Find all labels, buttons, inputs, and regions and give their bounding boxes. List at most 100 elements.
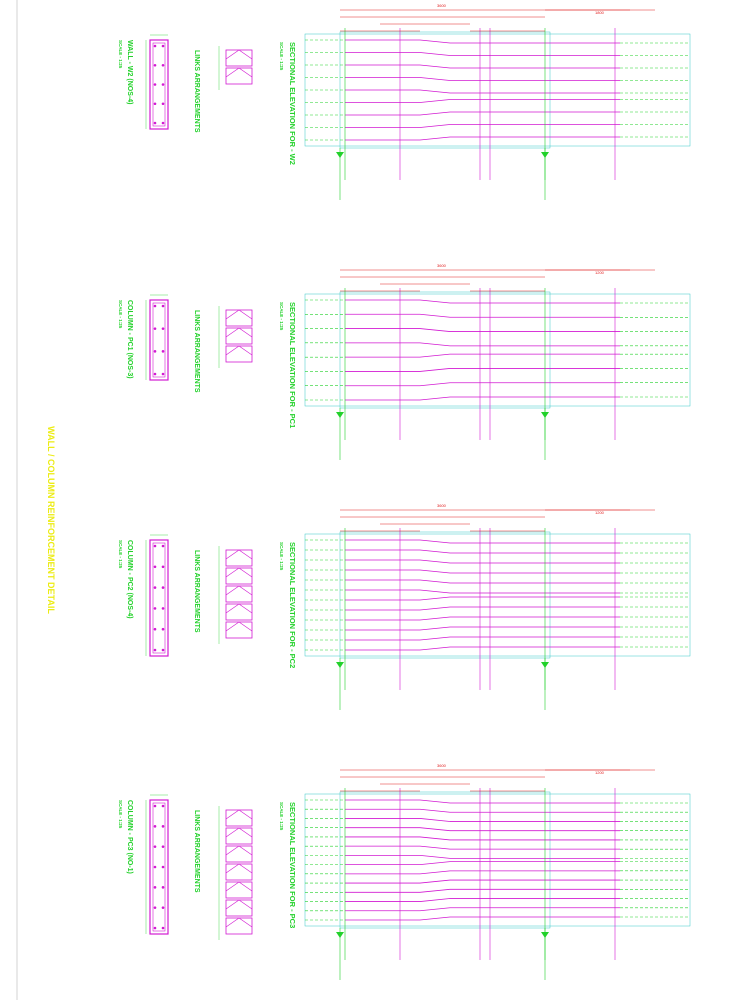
- main-title: WALL / COLUMN REINFORCEMENT DETAIL: [46, 426, 56, 614]
- level-marker-icon: [541, 662, 549, 668]
- rebar-dot: [153, 121, 157, 125]
- section-link: [152, 542, 166, 654]
- main-bar: [345, 299, 620, 304]
- main-bar: [345, 799, 620, 804]
- dimension-value: 3600: [437, 263, 447, 268]
- rebar-dot: [161, 607, 165, 610]
- dimension-value: 1200: [595, 270, 605, 275]
- section-scale: SCALE - 1:25: [118, 40, 123, 69]
- section-link: [152, 42, 166, 127]
- main-bar: [345, 64, 620, 69]
- rebar-dot: [161, 304, 165, 308]
- elevation-scale: SCALE - 1:25: [279, 42, 284, 71]
- rebar-dot: [153, 304, 157, 308]
- main-bar: [345, 916, 620, 921]
- link-box: [225, 603, 253, 621]
- panel-3: 3600 1200 SECTIONAL ELEVATION FOR - PC2 SCA…: [118, 503, 691, 710]
- rebar-dot: [161, 565, 165, 569]
- panels-group: 3600 1800 SECTIONAL ELEVATION FOR - W2 SCAL…: [118, 3, 691, 980]
- link-tie: [225, 809, 253, 820]
- link-box: [225, 899, 253, 917]
- main-bar: [345, 77, 620, 81]
- section-scale: SCALE - 1:25: [118, 540, 123, 569]
- main-bar: [345, 626, 620, 631]
- link-box: [225, 845, 253, 863]
- rebar-dot: [161, 121, 165, 125]
- rebar-dot: [161, 102, 165, 106]
- main-bar: [345, 808, 620, 813]
- link-tie: [225, 917, 253, 928]
- dimension-value: 3600: [437, 503, 447, 508]
- link-tie: [225, 67, 253, 78]
- link-tie: [225, 603, 253, 614]
- section-scale: SCALE - 1:25: [118, 800, 123, 829]
- main-bar: [345, 596, 620, 601]
- rebar-dot: [161, 372, 165, 376]
- dimension-value: 1800: [595, 10, 605, 15]
- main-bar: [345, 636, 620, 641]
- rebar-dot: [153, 63, 157, 67]
- rebar-dot: [153, 327, 157, 330]
- main-bar: [345, 353, 620, 358]
- section-title: COLUMN - PC1 (NOS-3): [126, 300, 133, 379]
- rebar-dot: [153, 565, 157, 569]
- link-box: [225, 567, 253, 585]
- rebar-dot: [153, 886, 157, 889]
- dimension-value: 3600: [437, 3, 447, 8]
- main-bar: [345, 845, 620, 850]
- main-bar: [345, 549, 620, 554]
- dimension-value: 1200: [595, 770, 605, 775]
- link-box: [225, 585, 253, 603]
- main-bar: [345, 368, 620, 372]
- section-title: COLUMN - PC3 (NO-1): [126, 800, 133, 874]
- elevation-title: SECTIONAL ELEVATION FOR - W2: [288, 42, 297, 165]
- elevation-inner-outline: [339, 291, 551, 409]
- main-bar: [345, 99, 620, 103]
- main-bar: [345, 616, 620, 621]
- link-box: [225, 827, 253, 845]
- rebar-dot: [153, 926, 157, 930]
- elevation-inner-outline: [339, 791, 551, 929]
- link-box: [225, 881, 253, 899]
- elevation-outline: [304, 293, 691, 407]
- section-scale: SCALE - 1:25: [118, 300, 123, 329]
- rebar-dot: [161, 350, 165, 353]
- section-link: [152, 302, 166, 378]
- link-box: [225, 309, 253, 327]
- rebar-dot: [153, 350, 157, 353]
- elevation-scale: SCALE - 1:25: [279, 302, 284, 331]
- rebar-dot: [153, 825, 157, 828]
- rebar-dot: [161, 804, 165, 808]
- elevation-title: SECTIONAL ELEVATION FOR - PC3: [288, 802, 297, 928]
- dimension-value: 3600: [437, 763, 447, 768]
- link-tie: [225, 567, 253, 578]
- rebar-dot: [153, 865, 157, 869]
- link-tie: [225, 827, 253, 838]
- main-bar: [345, 52, 620, 56]
- panel-1: 3600 1800 SECTIONAL ELEVATION FOR - W2 SCAL…: [118, 3, 691, 200]
- rebar-dot: [161, 627, 165, 631]
- main-bar: [345, 646, 620, 651]
- elevation-scale: SCALE - 1:25: [279, 802, 284, 831]
- links-title: LINKS ARRANGEMENTS: [193, 550, 200, 633]
- rebar-dot: [153, 586, 157, 589]
- level-marker-icon: [336, 662, 344, 668]
- rebar-dot: [161, 327, 165, 330]
- elevation-title: SECTIONAL ELEVATION FOR - PC2: [288, 542, 297, 668]
- main-bar: [345, 898, 620, 902]
- rebar-dot: [153, 44, 157, 48]
- section-outline: [149, 539, 169, 657]
- level-marker-icon: [336, 152, 344, 158]
- main-bar: [345, 854, 620, 859]
- rebar-dot: [153, 648, 157, 652]
- level-marker-icon: [336, 412, 344, 418]
- rebar-dot: [153, 102, 157, 106]
- main-bar: [345, 124, 620, 128]
- section-outline: [149, 39, 169, 130]
- main-bar: [345, 827, 620, 832]
- elevation-outline: [304, 793, 691, 927]
- rebar-dot: [153, 627, 157, 631]
- section-link: [152, 802, 166, 932]
- main-bar: [345, 89, 620, 94]
